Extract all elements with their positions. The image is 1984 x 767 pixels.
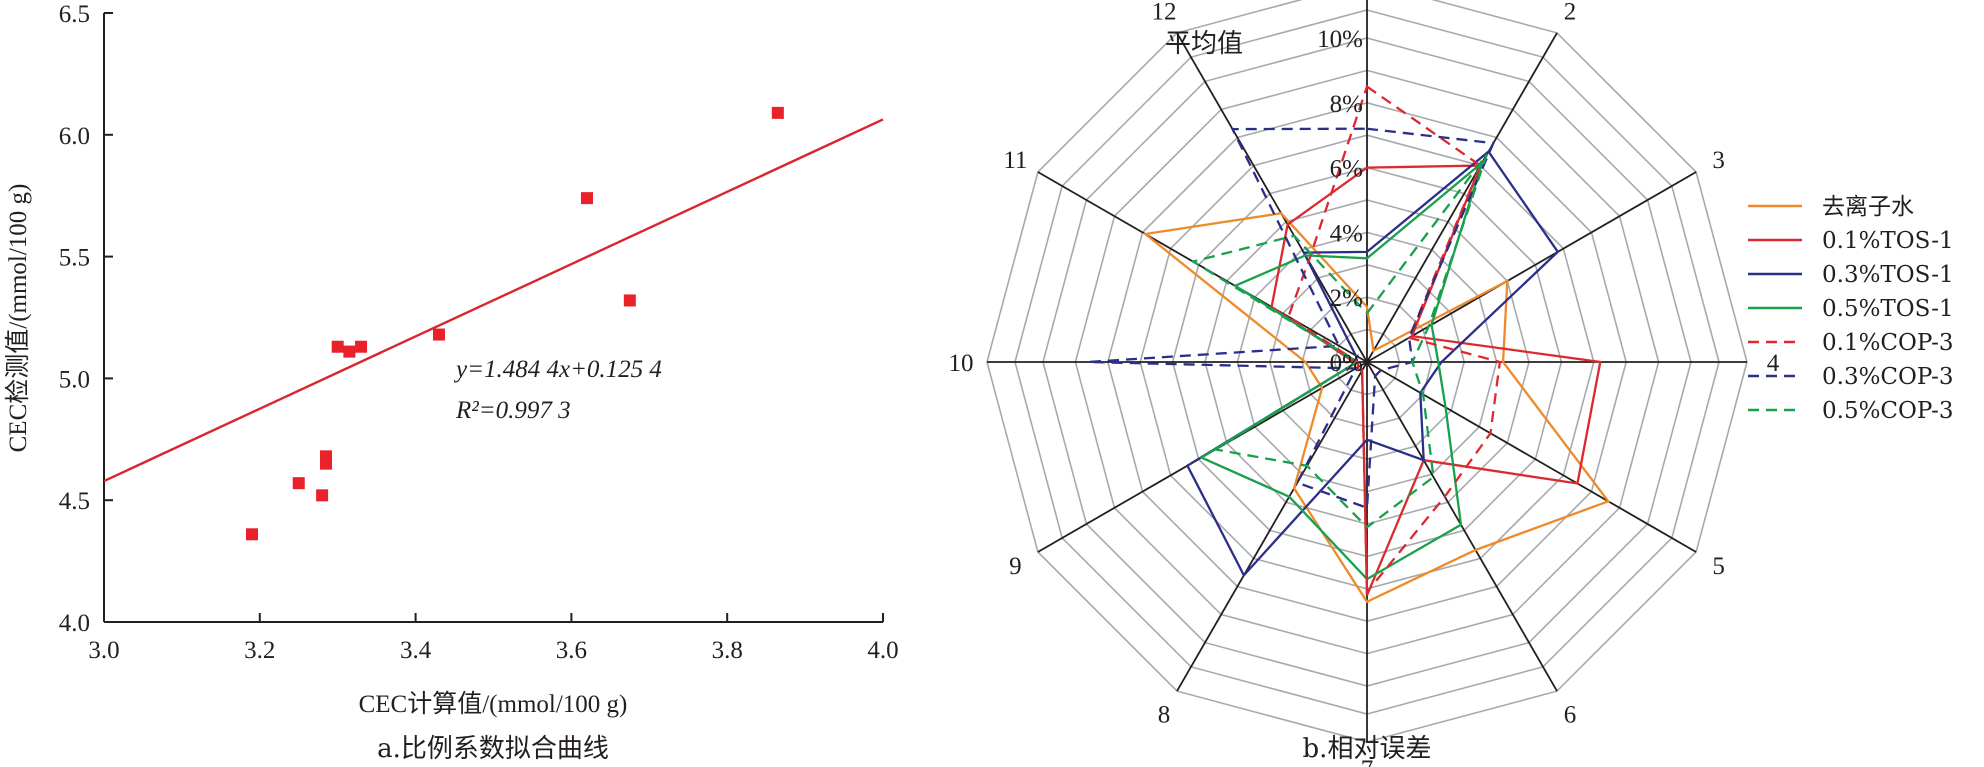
radar-r-tick-label: 8% xyxy=(1330,91,1363,118)
fit-line xyxy=(103,118,884,483)
radar-axis-label: 10 xyxy=(949,350,974,377)
radar-spoke xyxy=(1176,361,1368,692)
x-tick-label: 3.0 xyxy=(88,637,119,664)
scatter-point xyxy=(316,489,329,502)
scatter-fit-line-group xyxy=(103,118,884,483)
radar-series-line xyxy=(1270,164,1602,596)
scatter-point xyxy=(246,528,259,541)
scatter-x-ticks: 3.0 3.2 3.4 3.6 3.8 4.0 xyxy=(88,613,899,664)
scatter-point xyxy=(355,340,368,353)
scatter-point xyxy=(320,450,333,463)
legend-label: 0.5%TOS-1 xyxy=(1822,296,1954,322)
radar-axis-label: 7 xyxy=(1361,756,1374,767)
legend-label: 0.5%COP-3 xyxy=(1822,398,1954,424)
scatter-point xyxy=(331,340,344,353)
scatter-plot-area xyxy=(104,13,883,622)
radar-axis-label: 6 xyxy=(1564,702,1577,729)
legend-label: 0.3%COP-3 xyxy=(1822,364,1954,390)
legend-label: 0.1%COP-3 xyxy=(1822,330,1954,356)
radar-r-tick-label: 4% xyxy=(1330,220,1363,247)
radar-r-tick-label: 2% xyxy=(1330,285,1363,312)
fit-r-squared: R²=0.997 3 xyxy=(455,397,571,424)
radar-axis-label: 8 xyxy=(1158,702,1171,729)
y-tick-label: 5.0 xyxy=(59,366,90,393)
scatter-x-axis-label: CEC计算值/(mmol/100 g) xyxy=(359,690,628,718)
radar-spoke xyxy=(1366,361,1558,692)
radar-axis-label: 2 xyxy=(1564,0,1577,25)
y-tick-label: 6.0 xyxy=(59,123,90,150)
scatter-point xyxy=(580,192,593,205)
scatter-caption: a.比例系数拟合曲线 xyxy=(377,734,609,764)
x-tick-label: 3.2 xyxy=(244,637,275,664)
scatter-point xyxy=(623,294,636,307)
scatter-point xyxy=(292,477,305,490)
radar-axis-label: 9 xyxy=(1009,553,1022,580)
fit-equation: y=1.484 4x+0.125 4 xyxy=(453,356,662,383)
scatter-y-ticks: 4.0 4.5 5.0 5.5 6.0 6.5 xyxy=(59,1,113,637)
radar-spokes xyxy=(987,0,1747,742)
legend-label: 0.1%TOS-1 xyxy=(1822,228,1954,254)
radar-series-line xyxy=(1190,153,1488,529)
radar-r-tick-label: 10% xyxy=(1317,26,1363,53)
y-tick-label: 6.5 xyxy=(59,1,90,28)
y-tick-label: 4.0 xyxy=(59,610,90,637)
x-tick-label: 4.0 xyxy=(867,637,898,664)
radar-axis-labels: 123456789101112 xyxy=(949,0,1780,767)
scatter-point xyxy=(771,106,784,119)
radar-spoke xyxy=(1366,32,1558,363)
scatter-chart: 3.0 3.2 3.4 3.6 3.8 4.0 4.0 4.5 5.0 5.5 6.0 6.5 y=… xyxy=(4,1,899,764)
x-tick-label: 3.8 xyxy=(712,637,743,664)
radar-r-tick-label: 0% xyxy=(1330,350,1363,377)
x-tick-label: 3.6 xyxy=(556,637,587,664)
radar-spoke xyxy=(1176,32,1368,363)
radar-caption: b.相对误差 xyxy=(1303,734,1432,764)
radar-axis-label: 3 xyxy=(1712,147,1725,174)
scatter-point xyxy=(432,328,445,341)
y-tick-label: 4.5 xyxy=(59,488,90,515)
radar-spoke xyxy=(1037,171,1368,363)
radar-series-line xyxy=(1142,212,1611,604)
scatter-point xyxy=(343,345,356,358)
radar-chart: 0%2%4%6%8%10% 123456789101112 平均值 b.相对误差… xyxy=(949,0,1954,767)
radar-legend: 去离子水 0.1%TOS-1 0.3%TOS-1 0.5%TOS-1 0.1%COP-3… xyxy=(1748,194,1954,424)
radar-r-tick-label: 6% xyxy=(1330,156,1363,183)
scatter-points xyxy=(246,106,784,541)
radar-series-line xyxy=(1185,149,1560,578)
radar-axis-label: 4 xyxy=(1767,350,1780,377)
legend-label: 0.3%TOS-1 xyxy=(1822,262,1954,288)
radar-axis-label: 5 xyxy=(1712,553,1725,580)
radar-radial-ticks: 0% 2% 4% 6% 8% 10% xyxy=(1317,26,1363,377)
radar-title: 平均值 xyxy=(1165,29,1243,59)
x-tick-label: 3.4 xyxy=(400,637,432,664)
radar-axis-label: 11 xyxy=(1003,147,1027,174)
radar-series-line xyxy=(1287,84,1502,596)
radar-spoke xyxy=(1366,171,1697,363)
y-tick-label: 5.5 xyxy=(59,245,90,272)
scatter-y-axis-label: CEC检测值/(mmol/100 g) xyxy=(4,184,32,453)
radar-series xyxy=(1088,84,1611,604)
legend-label: 去离子水 xyxy=(1822,194,1914,220)
radar-axis-label: 12 xyxy=(1152,0,1177,25)
